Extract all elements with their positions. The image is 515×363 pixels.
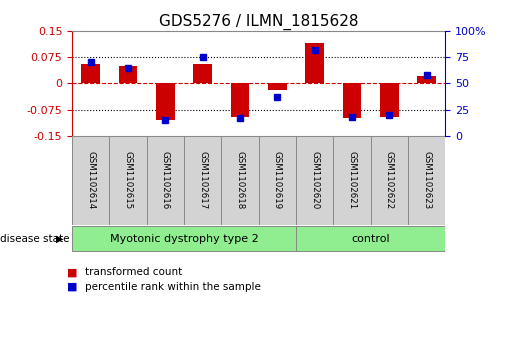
Bar [119,66,138,83]
FancyBboxPatch shape [408,136,445,225]
Text: GSM1102618: GSM1102618 [236,151,245,209]
FancyBboxPatch shape [296,136,334,225]
Text: ■: ■ [67,282,77,292]
Bar [194,64,212,83]
FancyBboxPatch shape [259,136,296,225]
Bar [343,83,362,118]
FancyBboxPatch shape [296,227,445,251]
Text: GSM1102617: GSM1102617 [198,151,207,209]
Bar [380,83,399,117]
Text: transformed count: transformed count [85,267,182,277]
Text: GSM1102616: GSM1102616 [161,151,170,209]
Title: GDS5276 / ILMN_1815628: GDS5276 / ILMN_1815628 [159,13,358,29]
Bar [305,43,324,83]
FancyBboxPatch shape [72,227,296,251]
Bar [156,83,175,120]
Text: GSM1102620: GSM1102620 [311,151,319,209]
Text: disease state: disease state [0,234,70,244]
FancyBboxPatch shape [334,136,371,225]
Text: control: control [351,234,390,244]
FancyBboxPatch shape [221,136,259,225]
Text: GSM1102615: GSM1102615 [124,151,132,209]
Text: GSM1102622: GSM1102622 [385,151,394,209]
Text: ▶: ▶ [56,234,63,244]
Bar [231,83,249,117]
FancyBboxPatch shape [371,136,408,225]
Bar [268,83,287,90]
FancyBboxPatch shape [147,136,184,225]
Text: Myotonic dystrophy type 2: Myotonic dystrophy type 2 [110,234,259,244]
Text: percentile rank within the sample: percentile rank within the sample [85,282,261,292]
Text: GSM1102619: GSM1102619 [273,151,282,209]
FancyBboxPatch shape [72,136,110,225]
Text: GSM1102623: GSM1102623 [422,151,431,209]
Bar [81,64,100,83]
Bar [418,76,436,83]
Text: GSM1102621: GSM1102621 [348,151,356,209]
Text: ■: ■ [67,267,77,277]
Text: GSM1102614: GSM1102614 [87,151,95,209]
FancyBboxPatch shape [110,136,147,225]
FancyBboxPatch shape [184,136,221,225]
